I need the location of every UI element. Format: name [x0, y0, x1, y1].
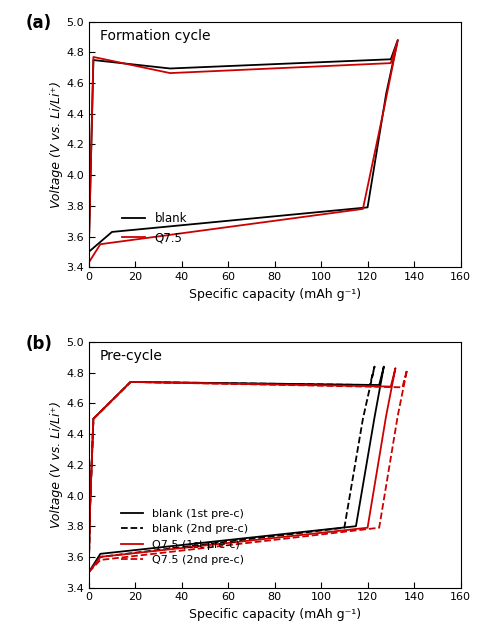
Q7.5	[112, 238, 118, 246]
Q7.5 (2nd pre-c)	[401, 376, 407, 384]
Y-axis label: Voltage (V vs. Li/Li⁺): Voltage (V vs. Li/Li⁺)	[50, 401, 63, 529]
blank (1st pre-c)	[381, 363, 387, 370]
X-axis label: Specific capacity (mAh g⁻¹): Specific capacity (mAh g⁻¹)	[189, 608, 361, 621]
Q7.5 (2nd pre-c)	[392, 384, 398, 391]
Q7.5 (1st pre-c)	[86, 569, 92, 576]
Line: blank (1st pre-c): blank (1st pre-c)	[89, 366, 384, 572]
blank	[174, 64, 180, 72]
blank	[395, 36, 400, 44]
blank (2nd pre-c)	[86, 569, 92, 576]
Legend: blank, Q7.5: blank, Q7.5	[117, 208, 192, 249]
blank	[86, 248, 92, 256]
Text: (a): (a)	[26, 15, 52, 32]
Q7.5 (1st pre-c)	[381, 383, 386, 391]
Line: Q7.5 (1st pre-c): Q7.5 (1st pre-c)	[89, 368, 396, 572]
Q7.5	[395, 36, 400, 44]
blank	[87, 193, 93, 201]
blank (2nd pre-c)	[361, 381, 366, 389]
Q7.5 (2nd pre-c)	[86, 569, 92, 576]
Q7.5 (2nd pre-c)	[302, 382, 308, 389]
Q7.5	[86, 248, 92, 256]
blank (2nd pre-c)	[176, 379, 182, 387]
Q7.5 (2nd pre-c)	[183, 379, 189, 387]
Q7.5 (1st pre-c)	[295, 381, 301, 389]
Q7.5	[86, 259, 92, 266]
blank	[86, 248, 92, 256]
blank (2nd pre-c)	[86, 569, 92, 576]
blank (2nd pre-c)	[281, 380, 287, 388]
Legend: blank (1st pre-c), blank (2nd pre-c), Q7.5 (1st pre-c), Q7.5 (2nd pre-c): blank (1st pre-c), blank (2nd pre-c), Q7…	[117, 504, 253, 570]
Q7.5 (2nd pre-c)	[327, 382, 333, 390]
Line: Q7.5 (2nd pre-c): Q7.5 (2nd pre-c)	[89, 370, 407, 572]
blank (1st pre-c)	[86, 569, 92, 576]
Q7.5 (1st pre-c)	[390, 375, 396, 382]
blank (1st pre-c)	[178, 379, 184, 387]
Y-axis label: Voltage (V vs. Li/Li⁺): Voltage (V vs. Li/Li⁺)	[50, 81, 63, 208]
Text: Pre-cycle: Pre-cycle	[100, 349, 163, 363]
Text: Formation cycle: Formation cycle	[100, 29, 210, 43]
blank	[198, 219, 204, 227]
blank (1st pre-c)	[369, 381, 375, 389]
blank (1st pre-c)	[287, 380, 293, 388]
Q7.5 (1st pre-c)	[393, 364, 399, 372]
Q7.5	[189, 228, 195, 236]
blank (1st pre-c)	[310, 380, 316, 388]
Q7.5 (2nd pre-c)	[404, 366, 410, 373]
Q7.5 (1st pre-c)	[86, 569, 92, 576]
Line: blank: blank	[89, 40, 398, 252]
Q7.5 (2nd pre-c)	[267, 381, 273, 389]
blank (2nd pre-c)	[369, 373, 375, 380]
Line: Q7.5: Q7.5	[89, 40, 398, 263]
blank	[123, 226, 129, 234]
blank	[395, 36, 400, 44]
Q7.5	[305, 63, 311, 71]
blank (1st pre-c)	[86, 569, 92, 576]
blank	[305, 59, 311, 67]
blank (2nd pre-c)	[303, 380, 309, 388]
Q7.5	[174, 69, 180, 76]
blank (2nd pre-c)	[251, 380, 257, 387]
Q7.5 (1st pre-c)	[319, 382, 325, 389]
Q7.5 (1st pre-c)	[261, 380, 267, 388]
Line: blank (2nd pre-c): blank (2nd pre-c)	[89, 366, 375, 572]
Text: (b): (b)	[26, 335, 52, 353]
blank (2nd pre-c)	[372, 363, 378, 370]
Q7.5	[87, 192, 93, 200]
X-axis label: Specific capacity (mAh g⁻¹): Specific capacity (mAh g⁻¹)	[189, 287, 361, 301]
Q7.5	[395, 36, 400, 44]
blank (1st pre-c)	[255, 380, 261, 387]
Q7.5 (1st pre-c)	[180, 379, 186, 387]
blank (1st pre-c)	[378, 373, 384, 380]
Q7.5 (2nd pre-c)	[86, 569, 92, 576]
